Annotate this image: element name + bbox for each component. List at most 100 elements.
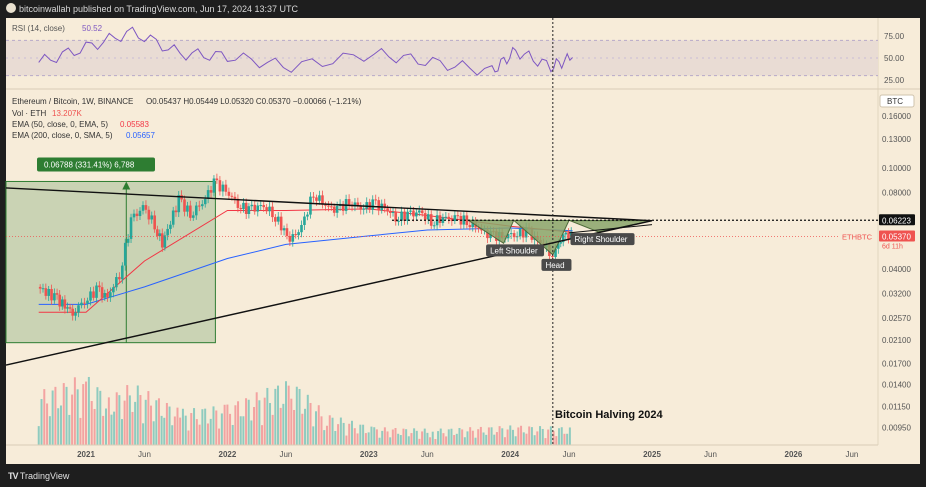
volume-bar: [364, 433, 367, 445]
volume-bar: [563, 433, 566, 445]
volume-bar: [466, 431, 469, 445]
candle-body: [300, 225, 303, 233]
volume-bar: [277, 385, 280, 445]
candle-body: [465, 215, 469, 226]
candle-body: [426, 214, 430, 220]
volume-bar: [110, 414, 113, 445]
candle-body: [44, 288, 48, 296]
volume-bar: [373, 427, 376, 445]
volume-bar: [555, 436, 558, 445]
candle-body: [265, 207, 268, 212]
volume-bar: [223, 404, 226, 445]
volume-bar: [168, 406, 171, 445]
volume-bar: [463, 437, 466, 445]
volume-bar: [418, 438, 421, 445]
symbol-label: Ethereum / Bitcoin, 1W, BINANCE: [12, 97, 133, 106]
candle-body: [215, 178, 219, 181]
candle-body: [259, 205, 263, 207]
volume-bar: [402, 428, 405, 445]
volume-bar: [220, 413, 223, 445]
candle-body: [561, 234, 565, 243]
volume-bar: [144, 399, 147, 445]
ohlc-values: O0.05437 H0.05449 L0.05320 C0.05370 −0.0…: [146, 97, 362, 106]
head-label: Head: [545, 261, 564, 270]
volume-bar: [391, 429, 394, 445]
volume-bar: [181, 408, 184, 445]
candle-body: [144, 205, 148, 210]
volume-bar: [421, 431, 424, 445]
rsi-tick-label: 50.00: [884, 54, 905, 63]
candle-body: [209, 190, 213, 193]
candle-body: [456, 215, 460, 217]
volume-bar: [487, 427, 490, 445]
candle-body: [191, 215, 195, 218]
neckline: [569, 224, 653, 234]
volume-bar: [120, 419, 123, 445]
publisher-header: bitcoinwallah published on TradingView.c…: [0, 0, 926, 18]
volume-bar: [544, 438, 547, 445]
candle-body: [74, 312, 77, 316]
volume-bar: [301, 413, 304, 445]
candle-body: [100, 287, 104, 298]
volume-bar: [87, 376, 90, 445]
volume-bar: [118, 395, 121, 445]
volume-bar: [48, 416, 51, 445]
candle-body: [135, 213, 139, 217]
currency-button[interactable]: [879, 94, 915, 108]
candle-body: [126, 238, 130, 243]
candle-body: [121, 265, 124, 280]
volume-bar: [193, 408, 196, 445]
candle-body: [377, 200, 381, 211]
candle-body: [89, 291, 92, 301]
rsi-panel[interactable]: RSI (14, close) 50.52 75.00 50.00 25.00: [6, 24, 905, 85]
volume-bar: [525, 433, 528, 445]
volume-bar: [157, 398, 160, 445]
time-tick-label: Jun: [279, 450, 292, 459]
volume-bar: [445, 436, 448, 445]
volume-bar: [40, 399, 43, 445]
volume-bar: [76, 389, 79, 445]
candle-body: [147, 209, 151, 220]
volume-bar: [331, 417, 334, 445]
time-tick-label: Jun: [421, 450, 434, 459]
volume-bar: [290, 398, 293, 445]
volume-bar: [258, 400, 261, 445]
candle-body: [60, 299, 64, 307]
candle-body: [171, 210, 175, 225]
volume-bar: [378, 437, 381, 445]
volume-bar: [206, 423, 209, 445]
right-shoulder-label-box: [570, 233, 635, 246]
volume-bar: [337, 424, 340, 445]
volume-bar: [59, 405, 62, 445]
volume-bar: [90, 401, 93, 445]
volume-bar: [397, 433, 400, 445]
candle-body: [423, 213, 427, 220]
measure-arrowhead: [122, 181, 131, 190]
volume-bar: [62, 383, 65, 445]
volume-bar: [255, 392, 258, 445]
volume-bar: [212, 406, 215, 445]
volume-bars: [37, 376, 571, 445]
volume-bar: [184, 415, 187, 445]
candle-body: [447, 216, 451, 219]
candle-body: [330, 206, 333, 208]
descending-trendline: [5, 187, 653, 222]
price-scale[interactable]: 0.16000 0.13000 0.10000 0.08000 0.06223 0.053…: [879, 112, 915, 432]
candle-body: [409, 210, 412, 212]
candle-body: [486, 229, 489, 239]
candle-body: [559, 242, 563, 244]
volume-bar: [458, 427, 461, 445]
volume-bar: [477, 429, 480, 445]
candle-body: [557, 243, 560, 249]
volume-bar: [65, 386, 68, 445]
candle-body: [471, 221, 475, 228]
avatar: [6, 3, 16, 13]
candle-body: [230, 195, 234, 197]
candle-body: [197, 205, 201, 207]
volume-bar: [399, 435, 402, 445]
candle-body: [415, 212, 418, 217]
volume-bar: [407, 436, 410, 445]
time-axis[interactable]: 2021 Jun 2022 Jun 2023 Jun 2024 Jun 2025 Jun 2026 J…: [77, 450, 858, 459]
volume-bar: [218, 428, 221, 445]
